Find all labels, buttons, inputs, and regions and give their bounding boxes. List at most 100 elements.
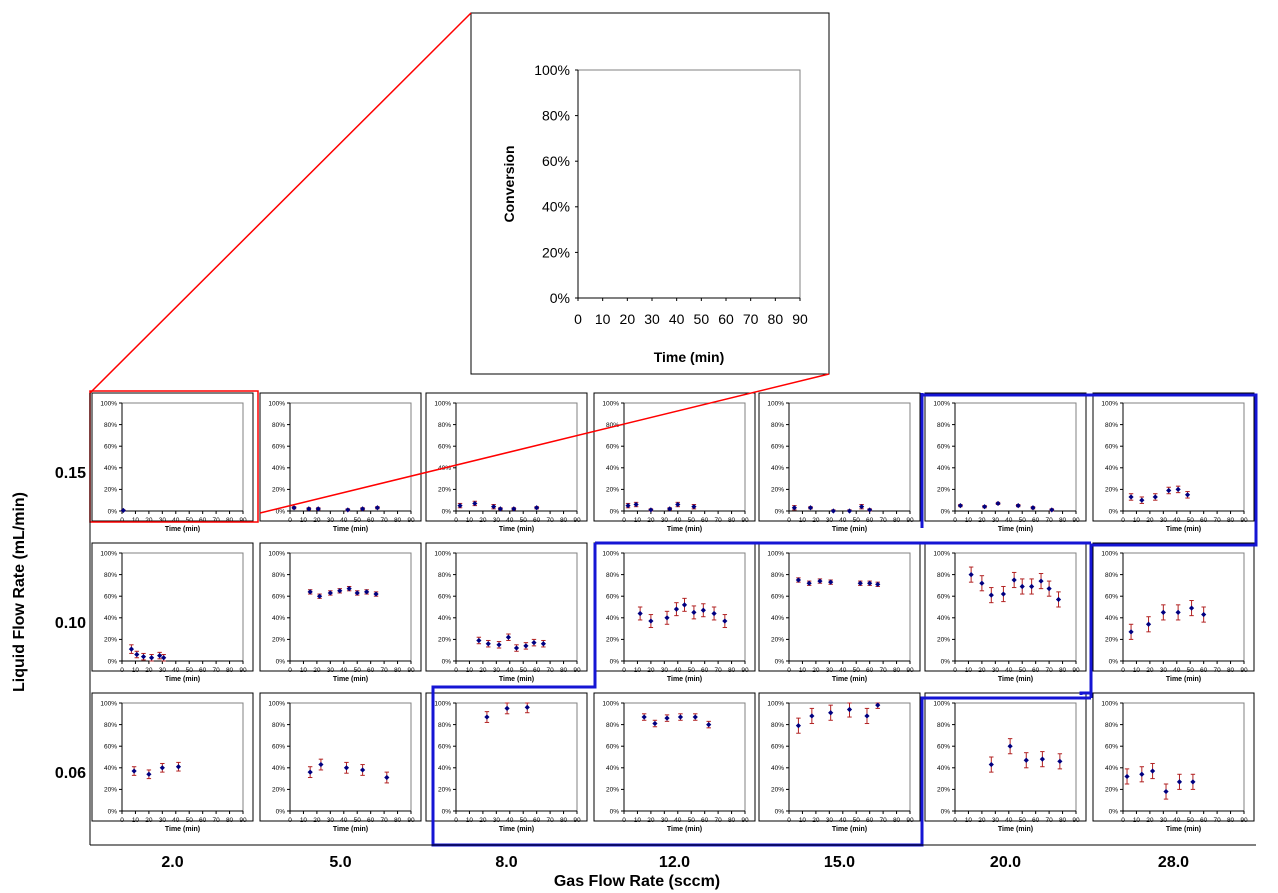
y-tick-label: 80% — [606, 572, 619, 579]
data-point — [120, 507, 126, 514]
y-tick-label: 40% — [272, 465, 285, 472]
data-point — [652, 720, 658, 727]
data-point — [315, 506, 321, 512]
y-tick-label: 0% — [276, 508, 286, 515]
data-point — [513, 645, 520, 651]
x-tick-label: 30 — [661, 517, 669, 524]
x-axis-title: Time (min) — [998, 526, 1033, 533]
y-tick-label: 80% — [937, 422, 950, 429]
data-point — [1015, 503, 1021, 509]
x-tick-label: 40 — [1005, 517, 1013, 524]
y-tick-label: 0% — [1109, 508, 1119, 515]
x-tick-label: 40 — [340, 667, 348, 674]
mini-chart-0_06-28_0: 0% 20% 40% 60% 80% 100% 0 10 20 30 40 50 60 70 80 90 Tim… — [1092, 692, 1255, 833]
y-tick-label: 40% — [542, 199, 570, 215]
y-tick-label: 0% — [775, 808, 785, 815]
column-label: 2.0 — [161, 854, 183, 871]
y-tick-label: 20% — [104, 487, 117, 494]
x-tick-label: 60 — [866, 517, 874, 524]
data-point — [830, 508, 836, 514]
x-tick-label: 80 — [768, 311, 784, 327]
x-tick-label: 0 — [120, 817, 124, 824]
data-point — [664, 615, 670, 621]
data-point — [504, 705, 510, 711]
x-tick-label: 0 — [622, 667, 626, 674]
x-tick-label: 0 — [953, 817, 957, 824]
data-point — [531, 640, 537, 646]
x-tick-label: 80 — [560, 817, 568, 824]
x-tick-label: 90 — [1072, 817, 1080, 824]
x-tick-label: 30 — [493, 667, 501, 674]
x-tick-label: 40 — [506, 667, 514, 674]
x-tick-label: 20 — [812, 517, 820, 524]
x-tick-label: 90 — [906, 667, 914, 674]
data-point — [360, 506, 366, 512]
data-point — [484, 714, 490, 720]
x-tick-label: 30 — [493, 517, 501, 524]
y-tick-label: 20% — [1105, 637, 1118, 644]
data-point — [1166, 487, 1172, 494]
data-point — [979, 580, 985, 586]
x-tick-label: 90 — [407, 517, 415, 524]
column-label: 8.0 — [495, 854, 517, 871]
data-point — [1038, 578, 1044, 584]
data-point — [988, 761, 994, 768]
y-tick-label: 80% — [438, 422, 451, 429]
x-tick-label: 40 — [506, 517, 514, 524]
y-tick-label: 40% — [438, 615, 451, 622]
mini-chart-0_10-2_0: 0% 20% 40% 60% 80% 100% 0 10 20 30 40 50 60 70 80 90 Tim… — [91, 542, 254, 683]
y-tick-label: 20% — [606, 487, 619, 494]
y-tick-label: 60% — [937, 593, 950, 600]
data-point — [681, 602, 688, 608]
data-point — [346, 586, 352, 592]
x-tick-label: 90 — [573, 817, 581, 824]
y-tick-label: 40% — [438, 765, 451, 772]
y-tick-label: 80% — [104, 422, 117, 429]
x-tick-label: 30 — [661, 817, 669, 824]
data-point — [345, 507, 351, 513]
data-point — [140, 654, 147, 660]
x-tick-label: 30 — [992, 667, 1000, 674]
x-tick-label: 80 — [1059, 667, 1067, 674]
data-point — [1160, 609, 1166, 615]
x-tick-label: 30 — [1160, 667, 1168, 674]
data-point — [511, 506, 517, 512]
x-tick-label: 0 — [622, 817, 626, 824]
x-tick-label: 80 — [1227, 817, 1235, 824]
data-point — [316, 593, 323, 599]
data-point — [307, 589, 313, 595]
data-point — [131, 768, 137, 774]
x-tick-label: 50 — [520, 667, 528, 674]
plot-area — [577, 69, 801, 299]
data-point — [476, 637, 482, 644]
x-tick-label: 20 — [479, 517, 487, 524]
x-tick-label: 70 — [212, 817, 220, 824]
y-tick-label: 0% — [442, 808, 452, 815]
x-tick-label: 20 — [978, 517, 986, 524]
y-tick-label: 100% — [268, 400, 285, 407]
plot-area — [455, 552, 578, 662]
y-tick-label: 20% — [606, 787, 619, 794]
data-point — [505, 634, 512, 640]
x-axis-title: Time (min) — [998, 826, 1033, 833]
x-tick-label: 20 — [313, 667, 321, 674]
data-point — [1046, 586, 1052, 592]
y-tick-label: 20% — [438, 637, 451, 644]
y-tick-label: 100% — [1101, 400, 1118, 407]
x-tick-label: 60 — [866, 817, 874, 824]
x-axis-title: Time (min) — [165, 826, 200, 833]
mini-chart-0_15-8_0: 0%20%40%60%80%100%0102030405060708090Tim… — [425, 392, 588, 533]
y-tick-label: 0% — [442, 658, 452, 665]
data-point — [374, 505, 380, 511]
x-tick-label: 50 — [354, 517, 362, 524]
x-tick-label: 40 — [839, 817, 847, 824]
data-point — [1175, 486, 1181, 492]
plot-area — [455, 702, 578, 812]
x-tick-label: 60 — [199, 667, 207, 674]
y-tick-label: 100% — [534, 62, 570, 78]
x-tick-label: 30 — [644, 311, 660, 327]
x-tick-label: 0 — [288, 817, 292, 824]
x-axis-title: Time (min) — [333, 826, 368, 833]
x-tick-label: 60 — [1200, 667, 1208, 674]
data-point — [1011, 577, 1017, 583]
